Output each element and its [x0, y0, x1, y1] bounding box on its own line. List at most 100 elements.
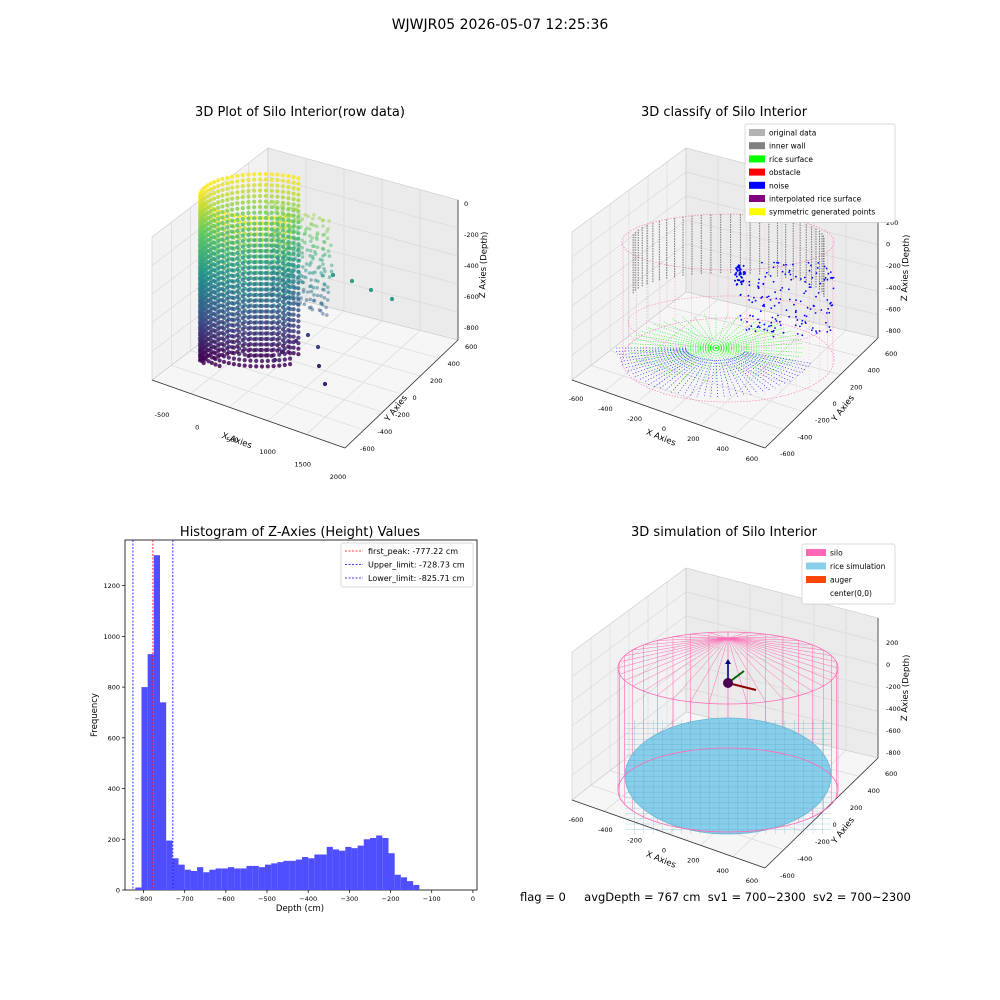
data-point — [275, 178, 280, 183]
data-point — [263, 287, 268, 292]
data-point — [258, 254, 263, 259]
data-point — [269, 342, 274, 347]
data-point — [258, 204, 263, 210]
data-point — [271, 286, 276, 290]
data-point — [288, 356, 293, 361]
data-point — [286, 333, 291, 338]
data-point — [246, 298, 251, 304]
data-point — [252, 221, 257, 226]
data-point — [252, 199, 257, 204]
data-point — [225, 208, 230, 213]
data-point — [293, 244, 297, 248]
data-point — [267, 243, 272, 247]
data-point — [286, 317, 291, 322]
data-point — [248, 358, 253, 363]
data-point — [216, 271, 221, 276]
data-point — [235, 267, 240, 272]
center-marker — [723, 678, 733, 688]
data-point — [252, 353, 257, 358]
data-point — [299, 296, 303, 300]
data-point — [296, 313, 301, 318]
status-sv1: sv1 = 700~2300 — [707, 890, 806, 904]
data-point — [292, 223, 297, 228]
data-point — [280, 189, 286, 194]
data-point — [280, 184, 286, 189]
data-point — [235, 256, 240, 261]
data-point — [216, 299, 221, 304]
data-point — [290, 272, 295, 276]
data-point — [212, 350, 217, 355]
data-point — [226, 355, 231, 360]
data-point — [258, 226, 263, 232]
data-point — [252, 232, 257, 237]
data-point — [286, 179, 291, 184]
data-point — [240, 332, 245, 337]
tick-label: -400 — [598, 826, 613, 834]
data-point — [208, 302, 213, 307]
data-point — [212, 289, 217, 295]
data-point — [276, 259, 281, 264]
data-point — [208, 209, 213, 214]
grid-line — [229, 321, 421, 377]
data-point — [213, 362, 218, 367]
data-point — [225, 285, 230, 290]
data-point — [225, 291, 230, 296]
data-point — [263, 320, 268, 325]
data-point — [216, 227, 221, 232]
data-point — [216, 321, 221, 326]
data-point — [235, 327, 240, 332]
data-point — [269, 337, 274, 342]
data-point — [216, 337, 221, 342]
data-point — [252, 337, 257, 342]
data-point — [225, 186, 230, 191]
data-point — [291, 202, 296, 207]
data-point — [208, 324, 213, 329]
data-point — [275, 299, 280, 304]
point-cloud — [197, 171, 395, 387]
data-point — [280, 310, 286, 315]
data-point — [225, 181, 230, 186]
data-point — [286, 214, 291, 219]
data-point — [246, 210, 251, 216]
data-point — [208, 187, 213, 192]
data-point — [259, 358, 265, 364]
data-point — [208, 203, 213, 208]
data-point — [212, 355, 217, 361]
data-point — [280, 178, 286, 183]
data-point — [240, 222, 245, 227]
data-point — [220, 352, 225, 358]
data-point — [263, 336, 268, 342]
tick-label: -200 — [886, 683, 901, 691]
data-point — [246, 309, 251, 315]
data-point — [220, 286, 225, 292]
data-point — [281, 203, 286, 208]
data-point — [208, 313, 213, 318]
data-point — [275, 194, 280, 199]
data-point — [289, 213, 294, 218]
data-point — [240, 255, 245, 260]
data-point — [258, 232, 263, 237]
legend-swatch — [806, 576, 826, 583]
data-point — [271, 276, 276, 280]
data-point — [296, 198, 301, 203]
tick-label: 200 — [687, 857, 699, 865]
data-point — [212, 185, 217, 190]
data-point — [277, 352, 282, 357]
data-point — [263, 353, 268, 358]
data-point — [280, 209, 285, 214]
data-point — [291, 250, 296, 254]
data-point — [220, 242, 225, 248]
data-point — [246, 205, 251, 210]
data-point — [275, 326, 280, 331]
data-point — [216, 189, 221, 194]
data-point — [269, 177, 274, 182]
data-point — [263, 204, 268, 210]
data-point — [208, 247, 213, 252]
data-point — [230, 334, 235, 339]
data-point — [252, 271, 257, 276]
data-point — [220, 264, 225, 270]
x-axis-line — [151, 379, 346, 449]
data-point — [276, 223, 281, 227]
data-point — [240, 316, 245, 321]
